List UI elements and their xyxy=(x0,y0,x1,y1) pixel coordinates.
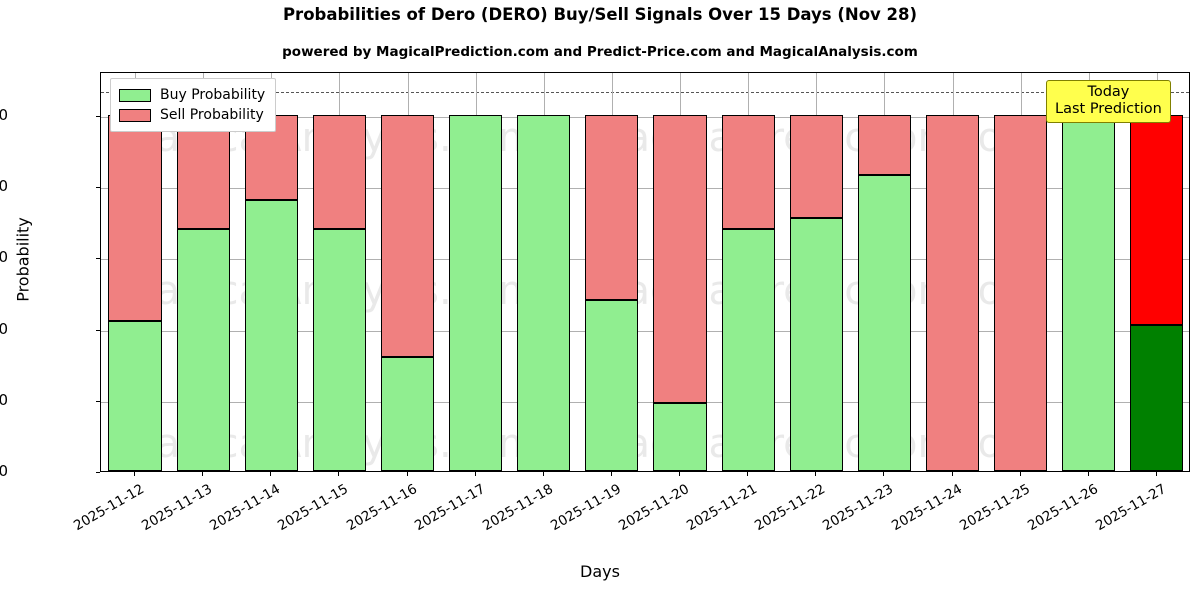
bar-segment-sell[interactable] xyxy=(994,114,1048,471)
bar-group[interactable] xyxy=(857,73,911,471)
bar-group[interactable] xyxy=(449,73,503,471)
bar-segment-sell[interactable] xyxy=(857,114,911,176)
bar-segment-buy[interactable] xyxy=(789,218,843,471)
x-axis-tickmark xyxy=(951,472,953,476)
x-axis-label: Days xyxy=(580,562,620,581)
x-axis-tickmark xyxy=(883,472,885,476)
x-axis-tickmark xyxy=(1087,472,1089,476)
chart-subtitle: powered by MagicalPrediction.com and Pre… xyxy=(282,44,918,60)
bar-segment-sell[interactable] xyxy=(1130,114,1184,325)
bar-segment-buy[interactable] xyxy=(721,228,775,471)
x-axis-tickmark xyxy=(406,472,408,476)
legend-swatch-sell xyxy=(119,108,151,122)
x-axis-tickmark xyxy=(1019,472,1021,476)
x-axis-tickmark xyxy=(338,472,340,476)
bar-group[interactable] xyxy=(1062,73,1116,471)
x-axis-tickmark xyxy=(542,472,544,476)
y-axis-tickmark xyxy=(96,329,100,331)
y-axis-tickmark xyxy=(96,472,100,473)
bar-group[interactable] xyxy=(789,73,843,471)
today-annotation: Today Last Prediction xyxy=(1046,80,1171,123)
bar-segment-buy[interactable] xyxy=(380,357,435,471)
bar-segment-sell[interactable] xyxy=(380,114,435,358)
bar-segment-buy[interactable] xyxy=(312,228,366,471)
bar-segment-sell[interactable] xyxy=(925,114,980,471)
y-axis-tickmark xyxy=(96,115,100,117)
gridline-horizontal xyxy=(101,401,1189,403)
legend-label-buy: Buy Probability xyxy=(160,87,266,103)
bar-segment-sell[interactable] xyxy=(653,114,707,404)
y-axis-tick-label: 40 xyxy=(0,319,8,338)
bar-group[interactable] xyxy=(585,73,639,471)
bar-segment-buy[interactable] xyxy=(517,114,571,471)
bar-segment-sell[interactable] xyxy=(585,114,639,301)
legend-item-sell: Sell Probability xyxy=(119,105,265,125)
chart-legend: Buy Probability Sell Probability xyxy=(110,78,277,132)
bar-group[interactable] xyxy=(1130,73,1184,471)
gridline-horizontal xyxy=(101,188,1189,190)
y-axis-label: Probability xyxy=(13,217,33,302)
bar-group[interactable] xyxy=(312,73,366,471)
x-axis-tickmark xyxy=(1155,472,1157,476)
y-axis-tickmark xyxy=(96,258,100,260)
bar-segment-buy[interactable] xyxy=(244,200,298,471)
bar-segment-sell[interactable] xyxy=(176,114,230,229)
bar-segment-buy[interactable] xyxy=(653,403,707,471)
gridline-horizontal xyxy=(101,259,1189,261)
x-axis-tickmark xyxy=(270,472,272,476)
bar-segment-buy[interactable] xyxy=(449,114,503,471)
bar-segment-buy[interactable] xyxy=(857,175,911,471)
x-axis-tickmark xyxy=(679,472,681,476)
today-annotation-line1: Today xyxy=(1087,84,1130,100)
bar-segment-buy[interactable] xyxy=(585,300,639,471)
y-axis-tick-label: 20 xyxy=(0,390,8,409)
bar-segment-buy[interactable] xyxy=(1062,114,1116,471)
bar-segment-buy[interactable] xyxy=(1130,324,1184,471)
bar-segment-buy[interactable] xyxy=(108,321,162,471)
bar-segment-sell[interactable] xyxy=(312,114,366,229)
x-axis-tickmark xyxy=(747,472,749,476)
today-annotation-line2: Last Prediction xyxy=(1055,100,1162,117)
bar-group[interactable] xyxy=(517,73,571,471)
bar-segment-buy[interactable] xyxy=(176,228,230,471)
y-axis-tick-label: 80 xyxy=(0,177,8,196)
y-axis-tickmark xyxy=(96,187,100,189)
bar-group[interactable] xyxy=(721,73,775,471)
chart-title: Probabilities of Dero (DERO) Buy/Sell Si… xyxy=(282,5,918,24)
y-axis-tick-label: 0 xyxy=(0,462,8,480)
x-axis-tickmark xyxy=(202,472,204,476)
y-axis-tick-label: 60 xyxy=(0,248,8,267)
bar-group[interactable] xyxy=(244,73,298,471)
bar-group[interactable] xyxy=(653,73,707,471)
bar-group[interactable] xyxy=(108,73,162,471)
x-axis-tickmark xyxy=(134,472,136,476)
bar-group[interactable] xyxy=(925,73,980,471)
plot-area: MagicalAnalysis.comMagicalPrediction.com… xyxy=(100,72,1190,472)
bar-segment-sell[interactable] xyxy=(108,114,162,322)
y-axis-tickmark xyxy=(96,400,100,402)
legend-label-sell: Sell Probability xyxy=(160,107,264,123)
x-axis-tickmark xyxy=(815,472,817,476)
x-axis-tickmark xyxy=(474,472,476,476)
reference-dashed-line xyxy=(101,91,1189,93)
legend-item-buy: Buy Probability xyxy=(119,85,265,105)
bar-group[interactable] xyxy=(176,73,230,471)
bar-group[interactable] xyxy=(994,73,1048,471)
bar-segment-sell[interactable] xyxy=(789,114,843,219)
gridline-horizontal xyxy=(101,330,1189,332)
y-axis-tick-label: 100 xyxy=(0,105,8,124)
legend-swatch-buy xyxy=(119,88,151,102)
bar-segment-sell[interactable] xyxy=(721,114,775,229)
x-axis-tickmark xyxy=(610,472,612,476)
bar-group[interactable] xyxy=(380,73,435,471)
gridline-horizontal xyxy=(101,116,1189,118)
